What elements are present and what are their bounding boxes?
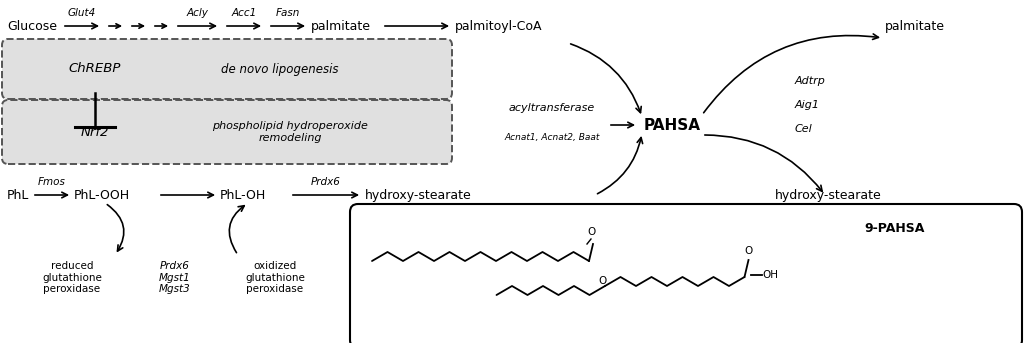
Text: Prdx6
Mgst1
Mgst3: Prdx6 Mgst1 Mgst3: [159, 261, 190, 294]
Text: O: O: [587, 227, 595, 237]
Text: oxidized
glutathione
peroxidase: oxidized glutathione peroxidase: [245, 261, 305, 294]
Text: Glucose: Glucose: [7, 20, 57, 33]
Text: Prdx6: Prdx6: [311, 177, 341, 187]
Text: PAHSA: PAHSA: [643, 118, 700, 132]
Text: reduced
glutathione
peroxidase: reduced glutathione peroxidase: [42, 261, 102, 294]
Text: palmitate: palmitate: [311, 20, 371, 33]
Text: Glut4: Glut4: [68, 8, 96, 18]
Text: phospholipid hydroperoxide
remodeling: phospholipid hydroperoxide remodeling: [212, 121, 368, 143]
Text: palmitate: palmitate: [885, 20, 945, 33]
Text: PhL-OOH: PhL-OOH: [74, 189, 130, 201]
Text: Acly: Acly: [186, 8, 208, 18]
Text: O: O: [744, 246, 753, 256]
Text: hydroxy-stearate: hydroxy-stearate: [775, 189, 882, 201]
Text: ChREBP: ChREBP: [69, 62, 121, 75]
Text: Fmos: Fmos: [38, 177, 66, 187]
Text: hydroxy-stearate: hydroxy-stearate: [365, 189, 472, 201]
Text: OH: OH: [763, 270, 778, 280]
Text: Acnat1, Acnat2, Baat: Acnat1, Acnat2, Baat: [504, 133, 600, 142]
Text: Fasn: Fasn: [275, 8, 300, 18]
Text: 9-PAHSA: 9-PAHSA: [865, 222, 926, 235]
Text: de novo lipogenesis: de novo lipogenesis: [221, 62, 339, 75]
Text: O: O: [598, 276, 606, 286]
FancyBboxPatch shape: [350, 204, 1022, 343]
Text: Nrf2: Nrf2: [81, 126, 110, 139]
Text: PhL: PhL: [7, 189, 30, 201]
Text: acyltransferase: acyltransferase: [509, 103, 595, 113]
Text: Adtrp: Adtrp: [795, 76, 826, 86]
FancyBboxPatch shape: [2, 100, 452, 164]
FancyBboxPatch shape: [2, 39, 452, 99]
Text: Cel: Cel: [795, 124, 813, 134]
Text: Acc1: Acc1: [231, 8, 257, 18]
Text: palmitoyl-CoA: palmitoyl-CoA: [455, 20, 543, 33]
Text: PhL-OH: PhL-OH: [220, 189, 266, 201]
Text: Aig1: Aig1: [795, 100, 820, 110]
